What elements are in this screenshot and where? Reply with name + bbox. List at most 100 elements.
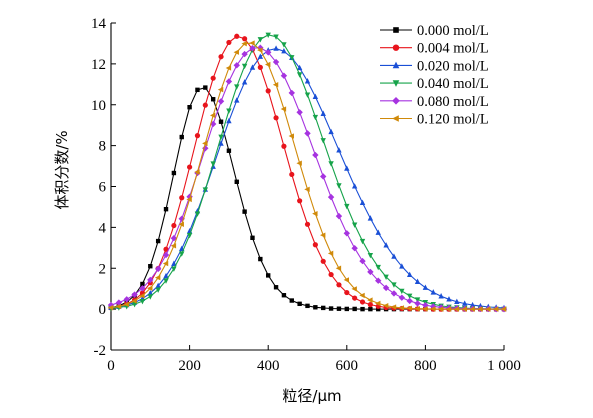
data-point-diamond (327, 193, 335, 201)
legend-label: 0.080 mol/L (417, 94, 489, 110)
data-point-triangle-left (288, 133, 294, 139)
data-point-triangle-down (131, 302, 138, 308)
data-point-circle (171, 222, 177, 229)
data-point-triangle-down (194, 211, 201, 217)
y-tick-label: 10 (91, 98, 106, 114)
data-point-circle (359, 299, 366, 305)
data-point-triangle-left (154, 274, 161, 281)
data-point-triangle-left (430, 306, 436, 312)
data-point-triangle-down (320, 138, 326, 144)
data-point-triangle-left (461, 306, 467, 312)
x-tick-label: 800 (414, 358, 437, 374)
data-point-square (226, 148, 232, 153)
x-tick-label: 1 000 (487, 358, 521, 374)
data-point-triangle-up (171, 260, 177, 266)
data-point-triangle-left (500, 306, 507, 312)
data-point-triangle-left (115, 303, 122, 310)
data-point-triangle-left (335, 265, 342, 271)
data-point-square (289, 298, 294, 303)
data-point-triangle-down (392, 80, 400, 87)
data-point-circle (312, 242, 318, 248)
data-point-triangle-left (304, 186, 310, 193)
data-point-triangle-left (280, 106, 287, 112)
data-point-square (218, 119, 224, 124)
data-point-triangle-up (454, 298, 460, 304)
legend-label: 0.020 mol/L (417, 58, 489, 74)
data-point-diamond (265, 49, 272, 56)
legend-item-0: 0.000 mol/L (380, 23, 489, 39)
data-point-triangle-down (226, 108, 232, 114)
data-point-diamond (280, 72, 288, 79)
data-point-triangle-down (202, 187, 209, 193)
legend-label: 0.040 mol/L (417, 76, 489, 92)
data-point-square (148, 264, 153, 269)
data-point-triangle-left (351, 286, 357, 292)
data-point-diamond (406, 297, 413, 305)
data-point-triangle-down (383, 274, 389, 281)
data-point-triangle-down (359, 238, 366, 245)
data-point-diamond (296, 109, 303, 116)
data-point-triangle-left (492, 306, 499, 312)
data-point-triangle-down (218, 134, 224, 141)
data-point-triangle-up (273, 45, 279, 51)
data-point-diamond (392, 97, 400, 105)
data-point-triangle-left (343, 277, 349, 283)
data-point-triangle-left (392, 115, 399, 122)
data-point-triangle-up (296, 64, 303, 71)
legend-item-1: 0.004 mol/L (380, 41, 489, 57)
data-point-circle (210, 75, 216, 81)
legend-item-3: 0.040 mol/L (380, 76, 489, 92)
data-point-square (171, 170, 177, 176)
data-point-triangle-up (399, 263, 405, 269)
data-point-diamond (398, 294, 406, 301)
data-point-diamond (154, 265, 162, 273)
data-point-triangle-left (312, 210, 318, 217)
data-point-circle (328, 271, 334, 278)
data-point-triangle-up (430, 289, 436, 295)
data-point-triangle-down (289, 55, 295, 61)
data-point-triangle-up (359, 199, 366, 206)
data-point-triangle-up (328, 128, 334, 135)
data-point-diamond (241, 50, 248, 58)
data-point-triangle-up (312, 93, 319, 99)
data-point-diamond (304, 130, 311, 137)
data-point-triangle-left (469, 306, 475, 312)
data-point-diamond (123, 296, 130, 303)
data-point-triangle-down (281, 42, 287, 48)
data-point-triangle-up (462, 300, 468, 306)
data-point-triangle-up (391, 253, 397, 259)
data-point-triangle-down (139, 298, 146, 305)
data-point-square (273, 285, 279, 290)
data-point-circle (289, 171, 295, 178)
y-axis-title: 体积分数/% (53, 130, 71, 209)
data-point-triangle-down (273, 34, 279, 40)
data-point-triangle-left (194, 169, 200, 175)
data-point-triangle-left (170, 243, 177, 249)
data-point-square (368, 306, 373, 312)
x-axis-title: 粒径/μm (282, 387, 341, 405)
data-point-diamond (320, 173, 327, 180)
data-point-circle (226, 39, 232, 46)
data-point-diamond (225, 78, 233, 85)
data-point-triangle-left (186, 196, 192, 203)
data-point-triangle-left (107, 304, 114, 311)
data-point-triangle-left (398, 305, 405, 311)
data-point-triangle-up (446, 296, 452, 302)
data-point-triangle-up (383, 242, 389, 248)
series-layer (107, 32, 508, 313)
data-point-diamond (382, 284, 390, 292)
data-point-circle (273, 115, 279, 121)
data-point-triangle-down (375, 264, 381, 271)
data-point-triangle-down (367, 252, 374, 259)
data-point-triangle-up (147, 289, 153, 296)
data-point-triangle-left (296, 160, 302, 166)
data-point-triangle-up (406, 271, 413, 277)
x-tick-label: 600 (336, 358, 359, 374)
data-point-triangle-down (351, 222, 358, 228)
data-point-circle (336, 282, 342, 288)
data-point-triangle-left (422, 306, 428, 312)
data-point-triangle-left (445, 306, 452, 312)
data-point-diamond (343, 230, 350, 237)
